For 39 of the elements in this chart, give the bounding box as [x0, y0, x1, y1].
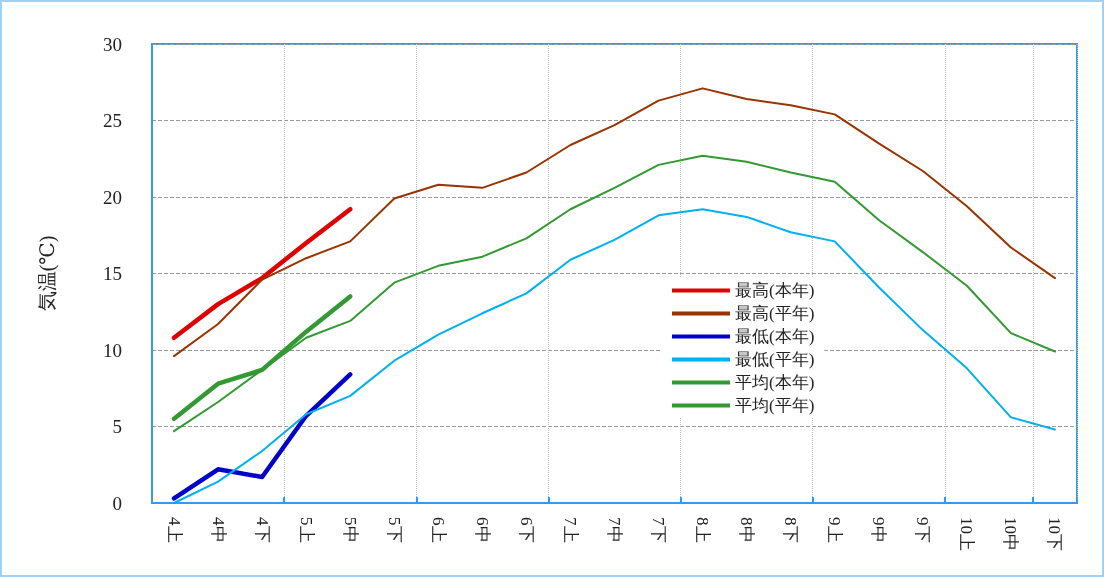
- x-tick-label: 7上: [560, 517, 580, 543]
- x-tick-label: 4中: [208, 517, 228, 543]
- x-tick-label: 6下: [516, 517, 536, 543]
- y-tick-label: 30: [103, 33, 122, 55]
- x-tick-label: 9上: [825, 517, 845, 543]
- legend-label: 最高(本年): [735, 281, 815, 300]
- line-series: [173, 154, 1056, 433]
- line-series: [171, 206, 353, 341]
- legend-label: 最低(平年): [735, 350, 815, 369]
- x-tick-label: 7下: [649, 517, 669, 543]
- line-series: [171, 372, 353, 501]
- legend-label: 平均(本年): [735, 373, 815, 392]
- y-tick-label: 15: [103, 263, 122, 284]
- x-tick-label: 7中: [605, 517, 624, 543]
- x-tick-label: 10下: [1045, 517, 1065, 551]
- line-series: [173, 208, 1056, 504]
- y-axis-title: 気温(℃): [36, 235, 59, 312]
- x-tick-label: 8下: [781, 517, 801, 543]
- y-tick-label: 10: [103, 339, 122, 361]
- x-tick-label: 6中: [472, 517, 492, 543]
- x-tick-label: 8中: [737, 517, 757, 543]
- x-tick-label: 5下: [384, 517, 404, 543]
- x-tick-label: 4上: [164, 517, 184, 543]
- x-tick-label: 5上: [296, 517, 316, 543]
- y-tick-label: 20: [103, 186, 122, 208]
- x-tick-label: 8上: [693, 517, 713, 543]
- legend-label: 最低(本年): [735, 327, 815, 346]
- y-tick-label: 25: [103, 110, 122, 131]
- legend-label: 最高(平年): [735, 304, 815, 323]
- x-tick-label: 4下: [252, 517, 272, 543]
- legend-label: 平均(平年): [735, 396, 815, 415]
- y-tick-label: 5: [112, 416, 122, 437]
- x-tick-label: 10上: [957, 517, 977, 551]
- x-tick-label: 9中: [869, 517, 889, 543]
- x-tick-label: 6上: [428, 517, 448, 543]
- x-tick-label: 10中: [1001, 517, 1021, 551]
- y-tick-label: 0: [112, 492, 122, 514]
- x-tick-label: 9下: [913, 517, 933, 543]
- x-tick-label: 5中: [340, 517, 360, 543]
